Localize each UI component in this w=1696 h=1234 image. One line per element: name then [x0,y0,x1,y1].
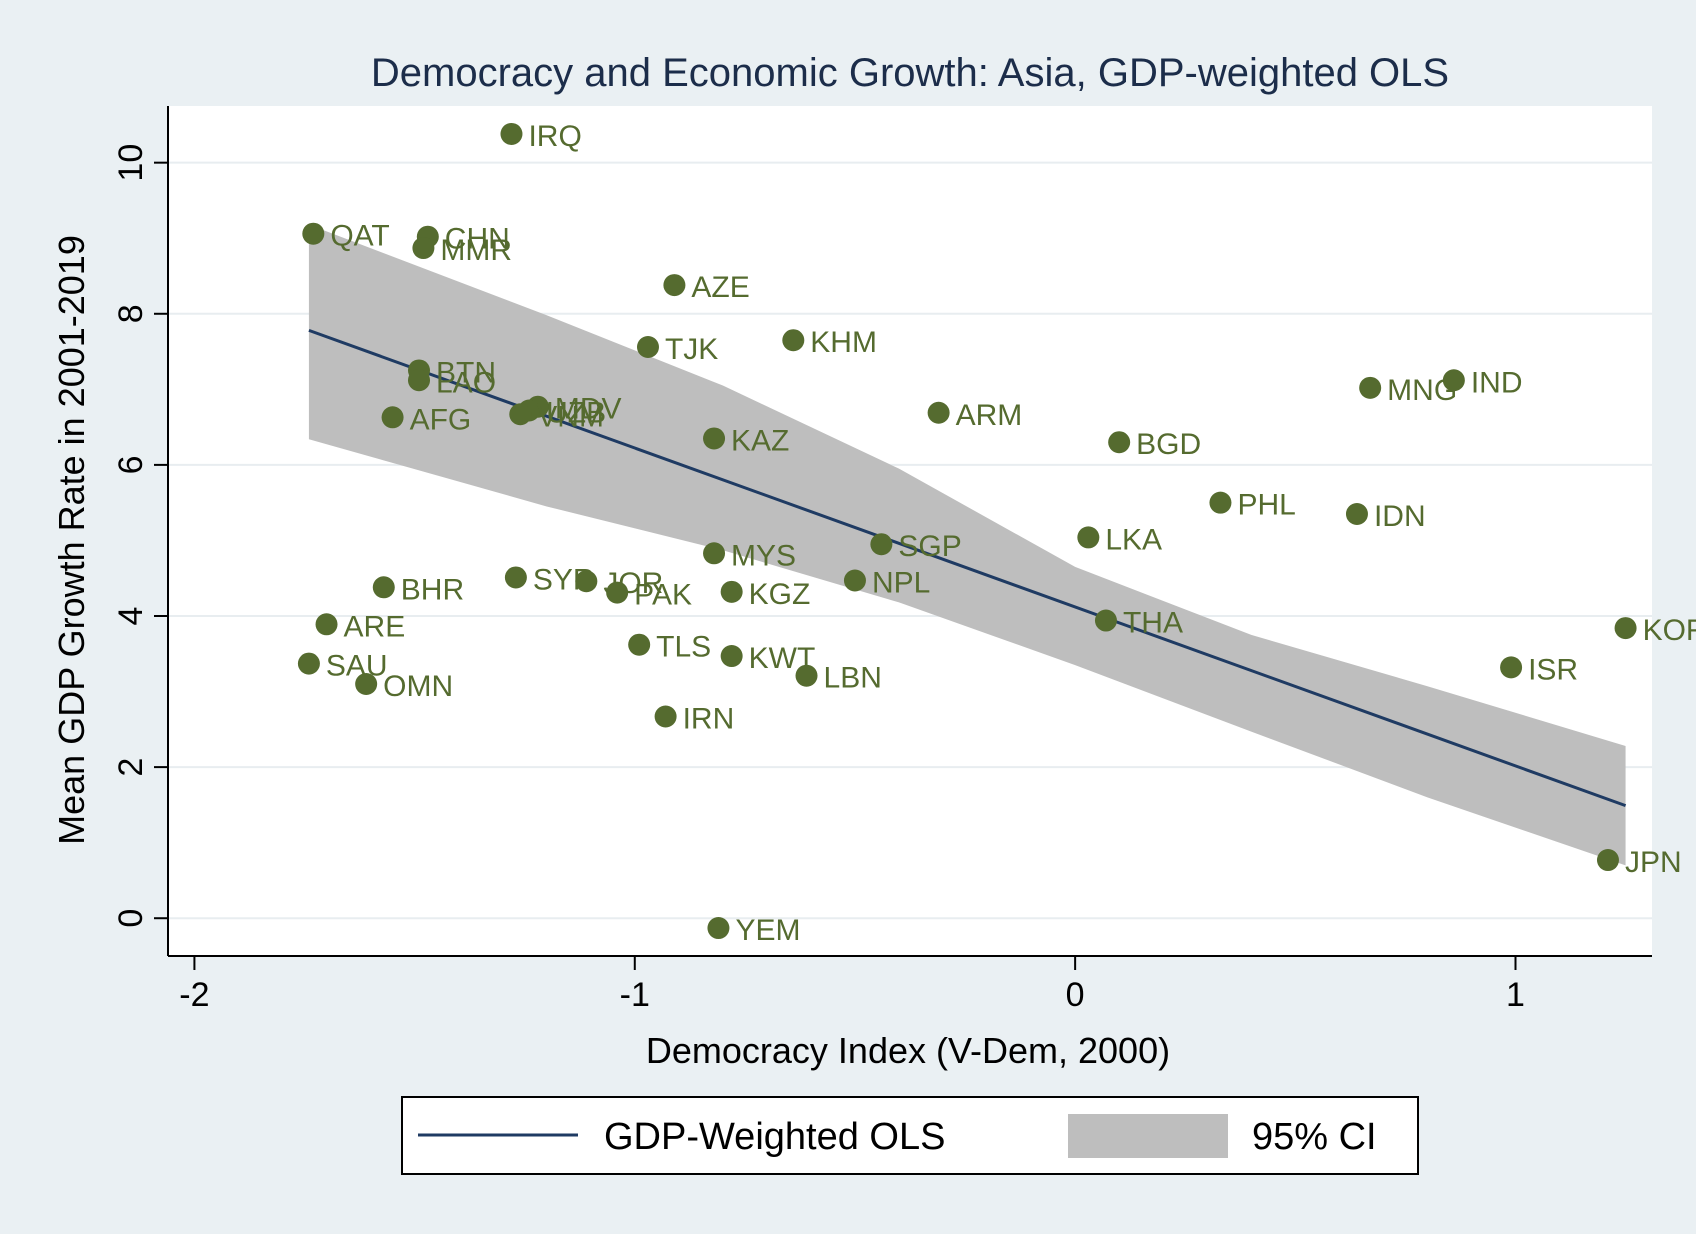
x-tick-label-1: -1 [620,976,650,1014]
point-idn [1345,503,1368,525]
point-lbn [795,664,818,687]
point-label-pak: PAK [634,579,692,612]
point-lao [408,369,431,392]
point-label-omn: OMN [383,670,453,703]
point-label-lao: LAO [436,366,496,399]
point-tls [628,633,651,656]
y-tick-label-5: 10 [112,144,150,182]
y-tick-label-3: 6 [112,455,150,474]
point-label-btn: BTN [436,356,496,389]
point-mys [703,542,726,565]
point-label-mmr: MMR [440,234,512,267]
point-label-idn: IDN [1374,500,1426,533]
ci-band [308,224,1626,866]
point-qat [302,222,325,245]
point-bhr [372,576,395,599]
y-axis-title: Mean GDP Growth Rate in 2001-2019 [51,235,92,845]
point-label-isr: ISR [1528,653,1578,686]
point-label-uzb: UZB [546,396,606,429]
point-kor [1614,617,1637,640]
point-npl [843,569,866,592]
point-jor [575,570,598,593]
x-tick-label-3: 1 [1506,976,1525,1014]
point-label-irq: IRQ [528,120,581,153]
point-label-aze: AZE [691,271,749,304]
point-aze [663,274,686,297]
point-sau [297,652,320,675]
point-label-kaz: KAZ [731,424,789,457]
y-tick-label-2: 4 [112,607,150,626]
point-label-npl: NPL [872,566,930,599]
point-yem [707,917,730,940]
point-mng [1359,376,1382,399]
point-phl [1209,491,1232,514]
y-tick-label-4: 8 [112,304,150,323]
point-label-mys: MYS [731,539,796,572]
point-label-chn: CHN [445,223,510,256]
legend: GDP-Weighted OLS 95% CI [401,1096,1419,1175]
point-kgz [720,580,743,603]
point-irq [500,122,523,145]
point-label-kgz: KGZ [749,578,811,611]
point-label-bgd: BGD [1136,428,1201,461]
point-label-jpn: JPN [1625,846,1682,879]
point-jpn [1596,849,1619,872]
legend-area-swatch [1068,1114,1228,1158]
point-tha [1094,609,1117,632]
point-syr [504,566,527,589]
point-label-sgp: SGP [898,530,961,563]
point-label-tha: THA [1123,607,1183,640]
axes: 0 2 4 6 8 10 -2 -1 0 1 [112,106,1652,1014]
point-label-yem: YEM [735,914,800,947]
point-label-afg: AFG [410,403,472,436]
point-label-qat: QAT [330,220,389,253]
point-tjk [636,336,659,359]
point-khm [782,329,805,352]
x-tick-label-0: -2 [179,976,209,1014]
legend-label-ols: GDP-Weighted OLS [604,1116,945,1158]
point-label-irn: IRN [683,702,735,735]
point-label-tls: TLS [656,631,711,664]
point-afg [381,406,404,429]
point-label-bhr: BHR [401,573,464,606]
point-arm [927,401,950,424]
point-kwt [720,645,743,668]
point-label-khm: KHM [810,326,877,359]
point-irn [654,705,677,728]
point-label-arm: ARM [956,399,1023,432]
point-label-lbn: LBN [824,662,882,695]
point-label-phl: PHL [1237,489,1295,522]
point-label-are: ARE [344,610,406,643]
point-lka [1077,526,1100,549]
point-are [315,613,338,636]
point-label-mdv: MDV [555,393,622,426]
point-label-vnm: VNM [537,400,604,433]
point-label-tjk: TJK [665,333,718,366]
point-kaz [703,427,726,450]
x-axis-title: Democracy Index (V-Dem, 2000) [646,1030,1170,1071]
y-tick-label-1: 2 [112,758,150,777]
chart-title: Democracy and Economic Growth: Asia, GDP… [371,51,1449,95]
point-ind [1442,369,1465,392]
point-label-ind: IND [1471,366,1523,399]
point-label-lka: LKA [1105,523,1162,556]
point-pak [606,581,629,604]
x-tick-label-2: 0 [1066,976,1085,1014]
point-label-sau: SAU [326,650,388,683]
point-mmr [412,237,435,260]
point-omn [355,673,378,695]
point-vnm [509,403,532,426]
point-label-kor: KOR [1643,614,1696,647]
point-isr [1500,656,1523,679]
point-sgp [870,533,893,556]
legend-label-ci: 95% CI [1252,1116,1377,1158]
point-bgd [1108,431,1131,454]
y-tick-label-0: 0 [112,909,150,928]
